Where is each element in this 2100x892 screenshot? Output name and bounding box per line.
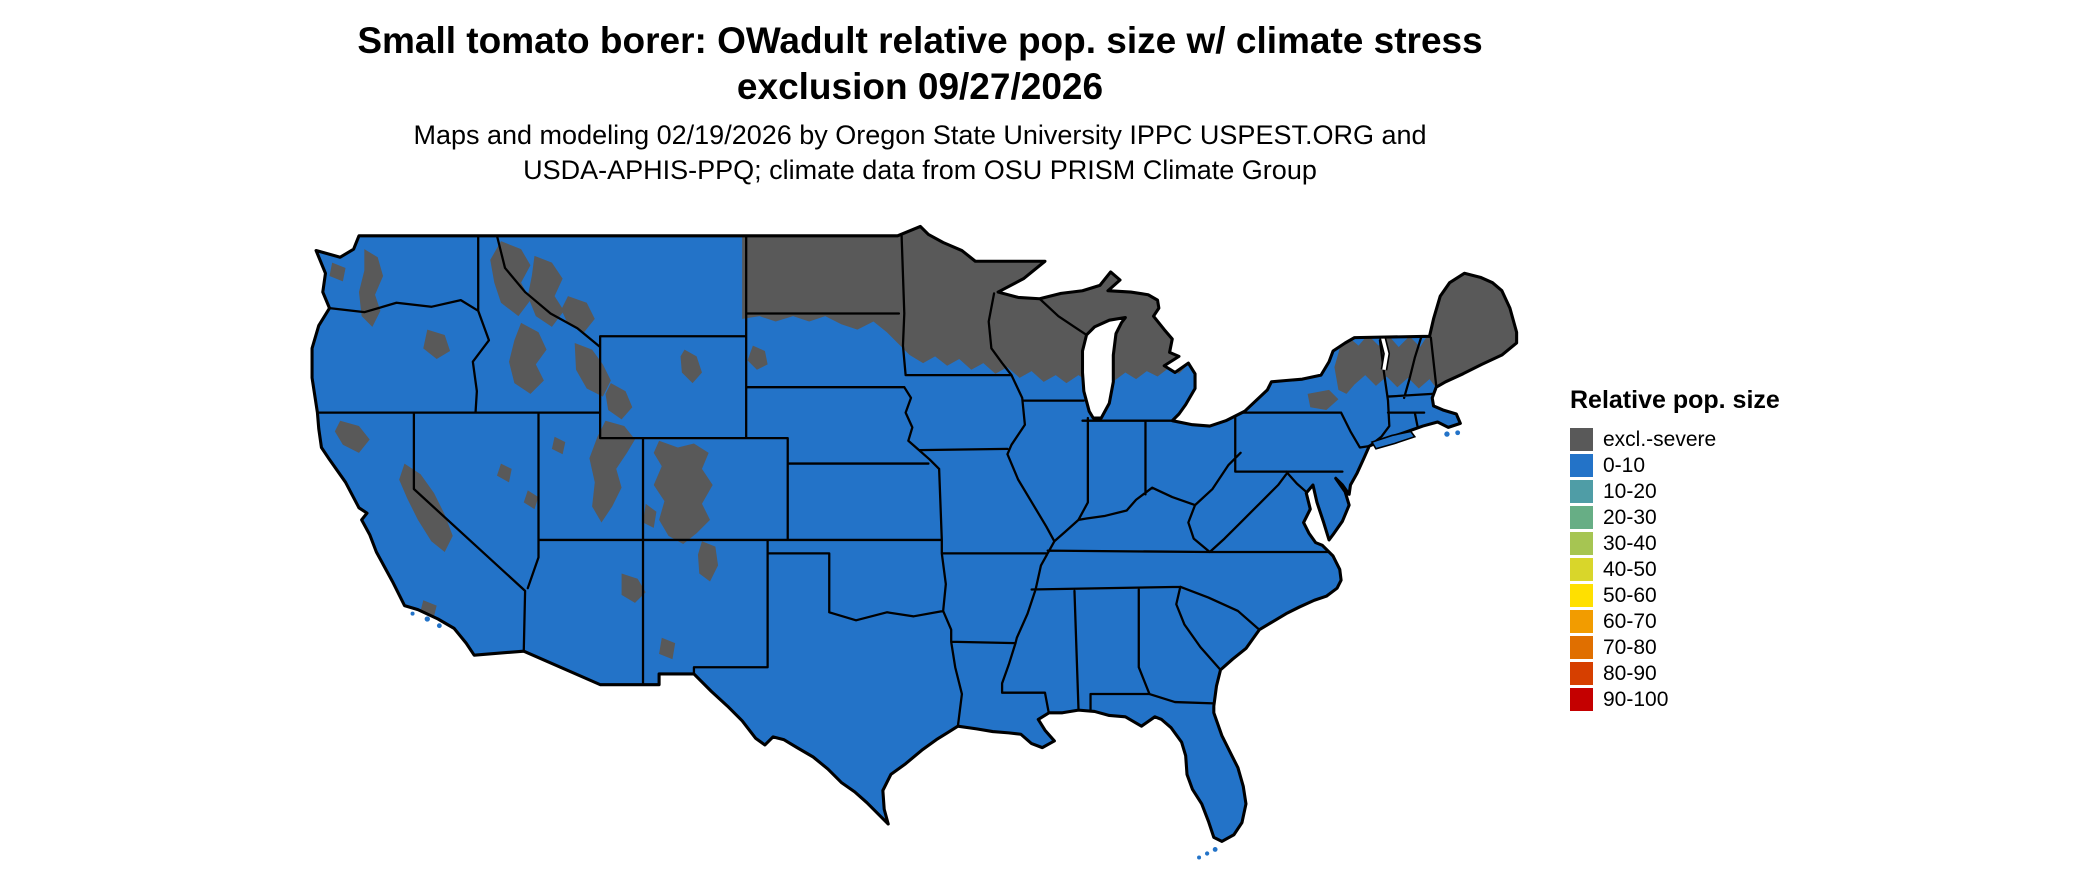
- legend-item-label: 20-30: [1603, 505, 1657, 529]
- legend-swatch: [1570, 662, 1593, 685]
- legend-swatch: [1570, 428, 1593, 451]
- subtitle-line-1: Maps and modeling 02/19/2026 by Oregon S…: [413, 120, 1427, 150]
- legend-item-label: excl.-severe: [1603, 427, 1717, 451]
- florida-key: [1197, 855, 1202, 860]
- legend-swatch: [1570, 688, 1593, 711]
- legend-items: excl.-severe 0-10 10-20 20-30 30-40 40-5…: [1570, 427, 1780, 712]
- long-island: [1370, 430, 1417, 450]
- us-map-svg: [310, 224, 1519, 860]
- exclusion-ut-co-rockies: [589, 420, 719, 582]
- subtitle-line-2: USDA-APHIS-PPQ; climate data from OSU PR…: [523, 155, 1317, 186]
- legend-item-label: 50-60: [1603, 583, 1657, 607]
- exclusion-sierra-ca: [334, 420, 453, 617]
- legend-swatch: [1570, 506, 1593, 529]
- legend-item: 70-80: [1570, 635, 1780, 660]
- florida-key: [1204, 851, 1210, 856]
- legend-item: 80-90: [1570, 661, 1780, 686]
- legend-swatch: [1570, 610, 1593, 633]
- title-line-1: Small tomato borer: OWadult relative pop…: [357, 20, 1483, 61]
- legend: Relative pop. size excl.-severe 0-10 10-…: [1570, 386, 1780, 713]
- title-line-2: exclusion 09/27/2026: [736, 66, 1104, 108]
- lake-champlain: [1380, 337, 1389, 371]
- marthas-vineyard-island: [1455, 430, 1461, 436]
- channel-island: [424, 616, 430, 622]
- exclusion-cascades: [329, 249, 451, 360]
- exclusion-pa-highlands: [1307, 389, 1339, 410]
- legend-item: 0-10: [1570, 453, 1780, 478]
- legend-item-label: 40-50: [1603, 557, 1657, 581]
- figure-subtitle: Maps and modeling 02/19/2026 by Oregon S…: [0, 118, 1840, 188]
- exclusion-northeast: [1334, 270, 1517, 394]
- legend-swatch: [1570, 454, 1593, 477]
- channel-island: [436, 623, 442, 629]
- legend-item-label: 60-70: [1603, 609, 1657, 633]
- legend-item-label: 80-90: [1603, 661, 1657, 685]
- legend-title: Relative pop. size: [1570, 386, 1780, 414]
- legend-item: 90-100: [1570, 687, 1780, 712]
- legend-item: 30-40: [1570, 531, 1780, 556]
- legend-item: 10-20: [1570, 479, 1780, 504]
- legend-item: 50-60: [1570, 583, 1780, 608]
- legend-item: 40-50: [1570, 557, 1780, 582]
- exclusion-nv-ranges: [496, 436, 566, 510]
- legend-item-label: 10-20: [1603, 479, 1657, 503]
- legend-item: excl.-severe: [1570, 427, 1780, 452]
- nantucket-island: [1444, 431, 1450, 437]
- legend-item-label: 30-40: [1603, 531, 1657, 555]
- exclusion-az-nm-highlands: [621, 573, 676, 660]
- channel-island: [410, 611, 415, 616]
- legend-swatch: [1570, 532, 1593, 555]
- figure-title: Small tomato borer: OWadult relative pop…: [0, 18, 1840, 111]
- islands: [410, 430, 1461, 860]
- legend-swatch: [1570, 480, 1593, 503]
- legend-swatch: [1570, 558, 1593, 581]
- legend-item: 20-30: [1570, 505, 1780, 530]
- legend-swatch: [1570, 584, 1593, 607]
- legend-item: 60-70: [1570, 609, 1780, 634]
- legend-item-label: 90-100: [1603, 687, 1669, 711]
- legend-item-label: 0-10: [1603, 453, 1646, 477]
- florida-key: [1212, 847, 1218, 852]
- legend-swatch: [1570, 636, 1593, 659]
- state-borders: [316, 234, 1438, 728]
- exclusion-mt-id-rockies: [490, 241, 768, 420]
- us-map: [300, 222, 1526, 882]
- legend-item-label: 70-80: [1603, 635, 1657, 659]
